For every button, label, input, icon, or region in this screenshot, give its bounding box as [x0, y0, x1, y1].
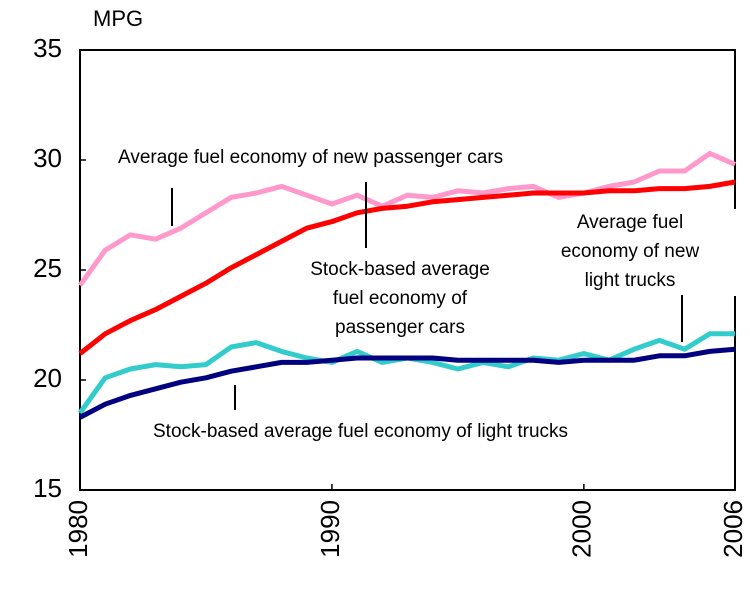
annotation: Average fuel — [577, 212, 683, 233]
x-tick-label: 2000 — [567, 500, 597, 558]
annotation: passenger cars — [335, 317, 465, 338]
series-line — [77, 150, 737, 287]
annotation: fuel economy of — [333, 288, 468, 309]
annotation: Stock-based average fuel economy of ligh… — [153, 421, 568, 442]
annotation: light trucks — [585, 270, 676, 291]
x-tick-label: 2006 — [718, 500, 748, 558]
x-tick-label: 1990 — [315, 500, 345, 558]
series-line — [77, 331, 735, 415]
y-axis-label: MPG — [93, 6, 143, 31]
x-tick-label: 1980 — [63, 500, 93, 558]
y-tick-label: 30 — [33, 143, 62, 173]
series-line — [78, 179, 736, 356]
y-tick-label: 35 — [33, 33, 62, 63]
y-tick-label: 15 — [33, 473, 62, 503]
series-line — [78, 346, 736, 420]
annotation-bg — [515, 209, 745, 296]
annotation: Stock-based average — [310, 259, 490, 280]
annotation-bg — [285, 256, 515, 343]
y-tick-label: 20 — [33, 363, 62, 393]
annotation: Average fuel economy of new passenger ca… — [118, 147, 503, 168]
y-tick-label: 25 — [33, 253, 62, 283]
annotation: economy of new — [561, 241, 700, 262]
